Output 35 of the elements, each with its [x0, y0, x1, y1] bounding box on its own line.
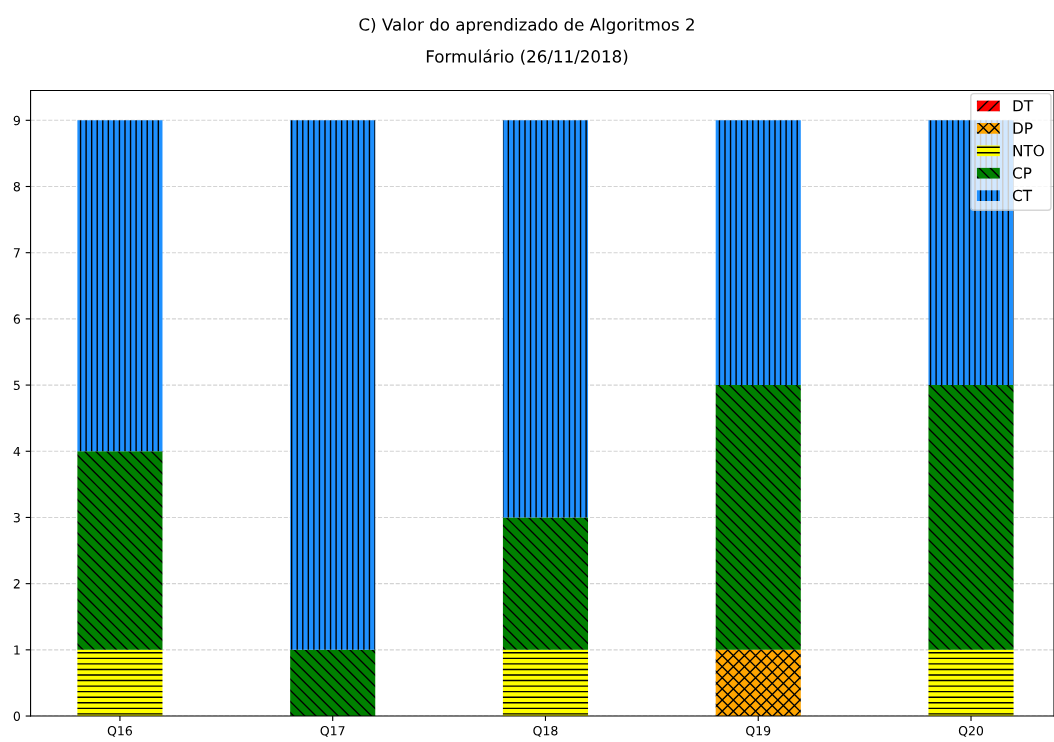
y-tick-label: 0	[13, 711, 21, 721]
bar	[502, 120, 589, 518]
bar	[77, 451, 163, 650]
legend-label: CP	[1012, 167, 1032, 179]
bar	[77, 649, 163, 717]
bar	[290, 120, 376, 650]
y-tick-label: 2	[13, 579, 20, 589]
legend-label: CT	[1012, 189, 1033, 202]
x-tick-label: Q17	[320, 725, 345, 737]
chart-subtitle: Formulário (26/11/2018)	[426, 49, 628, 65]
bar	[928, 385, 1014, 650]
y-tick-label: 6	[13, 314, 21, 324]
bar	[715, 120, 801, 386]
y-tick-label: 3	[13, 512, 20, 523]
bar	[928, 649, 1014, 717]
x-tick-label: Q16	[107, 725, 133, 737]
x-tick-label: Q18	[533, 725, 558, 737]
x-tick-label: Q19	[746, 725, 771, 737]
bar	[77, 120, 163, 452]
bar	[290, 649, 376, 717]
bar	[502, 649, 589, 717]
legend-label: NTO	[1013, 144, 1044, 157]
y-tick-label: 1	[14, 645, 20, 655]
bar	[715, 385, 801, 650]
bar	[715, 649, 801, 717]
y-tick-label: 9	[13, 115, 20, 126]
y-tick-label: 8	[13, 181, 20, 192]
y-tick-label: 7	[13, 248, 20, 258]
y-tick-label: 4	[13, 446, 21, 457]
chart-title: C) Valor do aprendizado de Algoritmos 2	[359, 17, 694, 35]
legend-label: DT	[1013, 100, 1034, 112]
x-tick-label: Q20	[958, 725, 984, 737]
bar	[502, 517, 589, 650]
y-tick-label: 5	[13, 380, 20, 390]
legend-label: DP	[1013, 122, 1033, 134]
